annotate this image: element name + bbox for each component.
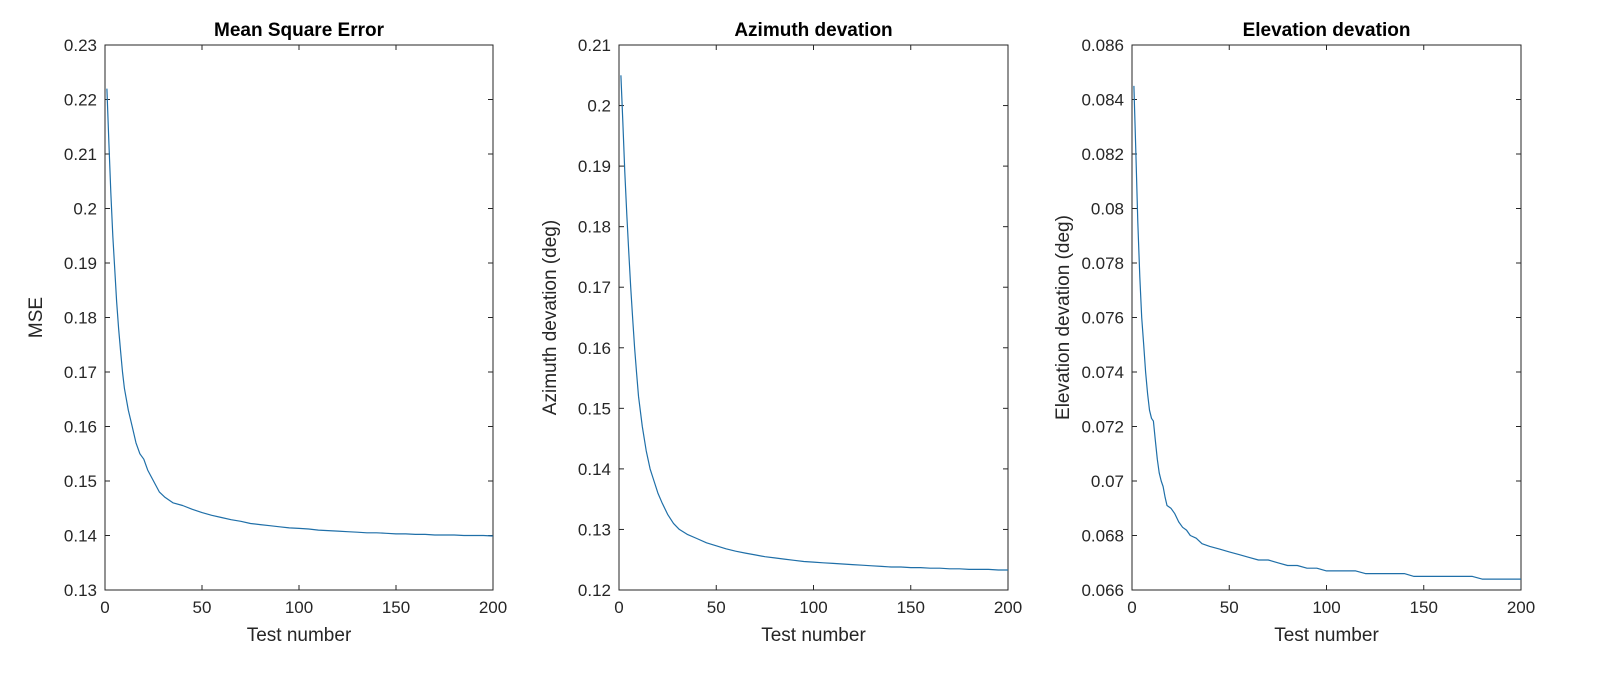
x-axis-label: Test number: [761, 625, 866, 646]
y-tick-label: 0.068: [1081, 527, 1124, 546]
y-axis-label: Elevation devation (deg): [1053, 215, 1074, 420]
y-tick-label: 0.18: [64, 309, 97, 328]
series-line-1: [620, 75, 1008, 571]
y-tick-label: 0.19: [64, 254, 97, 273]
y-tick-label: 0.21: [578, 36, 611, 55]
y-tick-label: 0.13: [64, 581, 97, 600]
y-tick-label: 0.082: [1081, 145, 1124, 164]
chart-panel-2: 0 50 100 150 200 0.12 0.13 0.14 0.15 0.16 0.17 0.18…: [540, 20, 1022, 646]
x-tick-label: 100: [799, 598, 827, 617]
x-tick-label: 200: [1507, 598, 1535, 617]
x-tick-label: 150: [897, 598, 925, 617]
x-tick-label: 200: [479, 598, 507, 617]
x-tick-label: 150: [1410, 598, 1438, 617]
plot-area: [1131, 44, 1522, 591]
y-tick-label: 0.12: [578, 581, 611, 600]
chart-title: Azimuth devation: [734, 20, 892, 41]
y-tick-label: 0.22: [64, 91, 97, 110]
series-line-1: [106, 88, 494, 537]
y-tick-label: 0.084: [1081, 91, 1124, 110]
y-tick-label: 0.17: [64, 363, 97, 382]
plot-area: [104, 44, 494, 591]
y-tick-label: 0.2: [587, 97, 611, 116]
y-axis-label: MSE: [26, 297, 47, 338]
y-tick-label: 0.074: [1081, 363, 1124, 382]
x-tick-label: 50: [707, 598, 726, 617]
x-tick-label: 150: [382, 598, 410, 617]
x-tick-label: 0: [614, 598, 623, 617]
y-tick-label: 0.066: [1081, 581, 1124, 600]
y-tick-label: 0.2: [73, 200, 97, 219]
y-tick-label: 0.072: [1081, 418, 1124, 437]
x-tick-label: 0: [100, 598, 109, 617]
x-tick-label: 0: [1127, 598, 1136, 617]
chart-title: Mean Square Error: [214, 20, 385, 41]
chart-panel-3: 0 50 100 150 200 0.066 0.068 0.07 0.072 0.074 0.07…: [1053, 20, 1535, 646]
x-tick-label: 100: [285, 598, 313, 617]
x-tick-label: 200: [994, 598, 1022, 617]
y-tick-label: 0.15: [578, 399, 611, 418]
chart-panel-1: 0 50 100 150 200 0.13 0.14 0.15 0.16 0.17 0.18 0.19…: [26, 20, 507, 646]
y-tick-label: 0.14: [64, 527, 97, 546]
y-tick-label: 0.14: [578, 460, 611, 479]
chart-title: Elevation devation: [1243, 20, 1411, 41]
y-tick-label: 0.076: [1081, 309, 1124, 328]
y-tick-label: 0.18: [578, 218, 611, 237]
x-tick-label: 50: [1220, 598, 1239, 617]
y-tick-label: 0.08: [1091, 200, 1124, 219]
y-tick-label: 0.16: [578, 339, 611, 358]
y-axis-label: Azimuth devation (deg): [540, 220, 561, 415]
x-axis-label: Test number: [1274, 625, 1379, 646]
y-tick-label: 0.17: [578, 278, 611, 297]
plot-area: [618, 44, 1009, 591]
y-tick-label: 0.07: [1091, 472, 1124, 491]
y-tick-label: 0.15: [64, 472, 97, 491]
x-tick-label: 50: [193, 598, 212, 617]
y-tick-label: 0.086: [1081, 36, 1124, 55]
y-tick-label: 0.19: [578, 157, 611, 176]
y-tick-label: 0.078: [1081, 254, 1124, 273]
y-tick-label: 0.16: [64, 418, 97, 437]
x-tick-label: 100: [1312, 598, 1340, 617]
y-tick-label: 0.23: [64, 36, 97, 55]
x-axis-label: Test number: [247, 625, 352, 646]
y-tick-label: 0.21: [64, 145, 97, 164]
y-tick-label: 0.13: [578, 520, 611, 539]
series-line-1: [1133, 85, 1521, 580]
